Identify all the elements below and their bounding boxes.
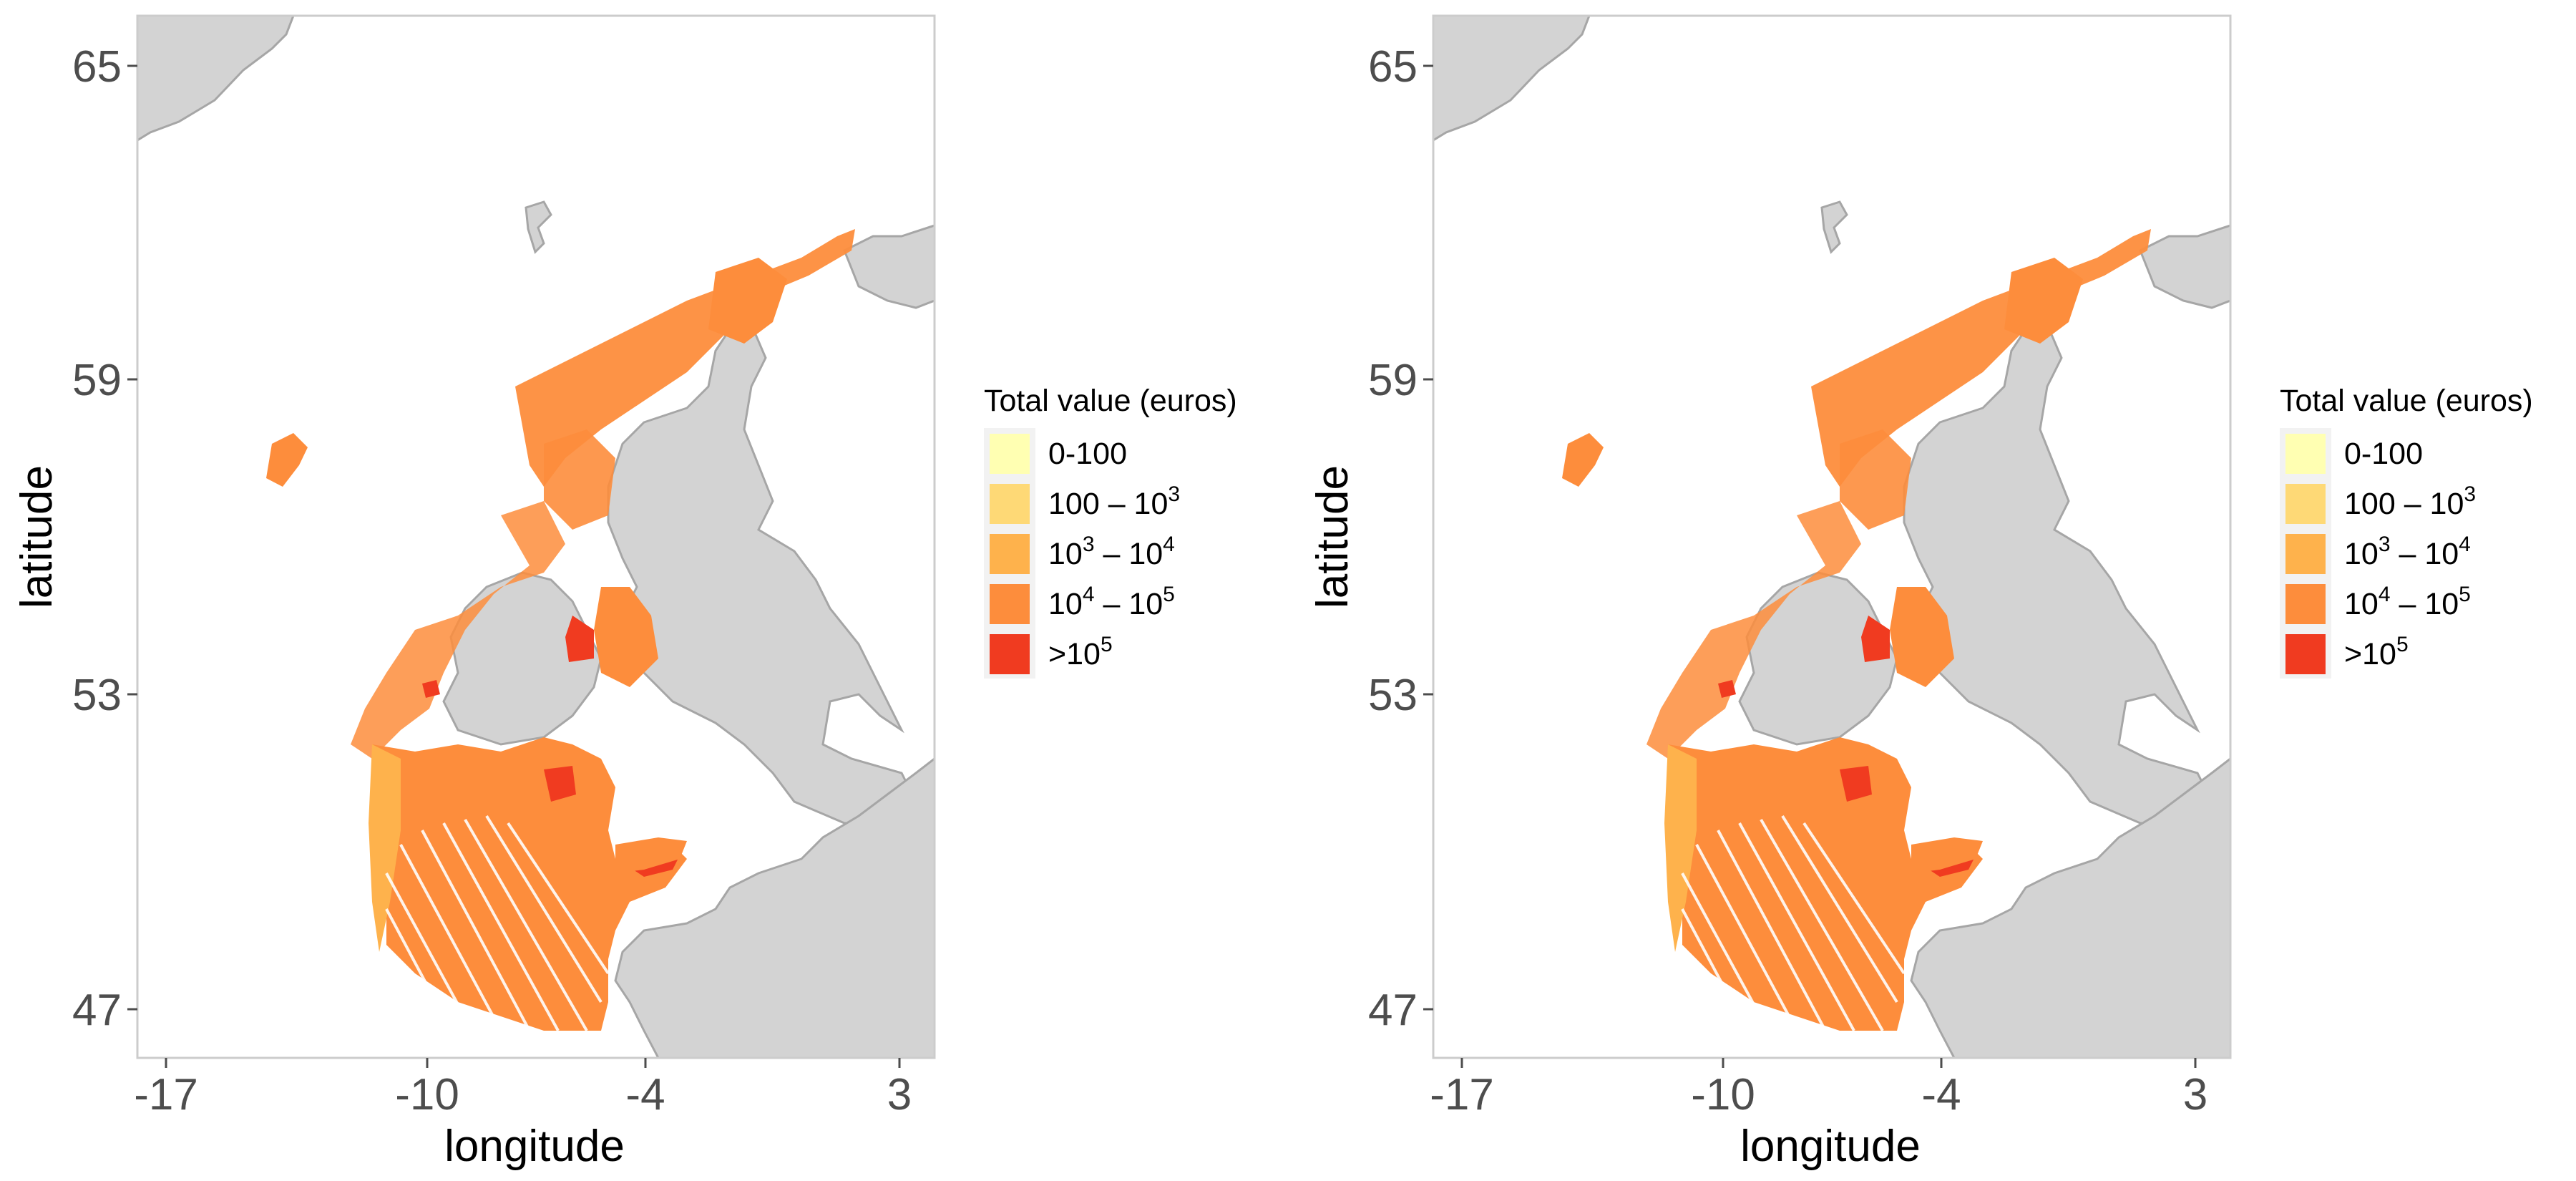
legend-swatch xyxy=(2285,434,2326,474)
y-tick-label: 59 xyxy=(1368,356,1418,405)
panel-border xyxy=(136,14,936,1059)
legend-label: 104 – 105 xyxy=(2344,583,2471,621)
y-tick-label: 47 xyxy=(1368,986,1418,1035)
legend-label: 0-100 xyxy=(1048,437,1127,471)
legend-swatch xyxy=(990,584,1030,624)
legend-label: >105 xyxy=(1048,633,1113,671)
legend-label: 100 – 103 xyxy=(1048,482,1180,521)
legend-swatch xyxy=(990,634,1030,674)
x-axis-right: -17 -10 -4 3 longitude xyxy=(1430,1058,2207,1171)
x-tick-label: -17 xyxy=(1430,1070,1494,1119)
legend-swatch xyxy=(990,534,1030,574)
legend-right: Total value (euros) 0-100 100 – 103 103 – … xyxy=(2280,384,2533,679)
y-tick-label: 53 xyxy=(1368,671,1418,720)
legend-swatch xyxy=(2285,534,2326,574)
y-axis-left: 65 59 53 47 latitude xyxy=(12,42,137,1035)
y-tick-label: 65 xyxy=(72,42,122,92)
panel-border xyxy=(1432,14,2232,1059)
x-axis-title: longitude xyxy=(1740,1122,1921,1171)
legend-title: Total value (euros) xyxy=(2280,384,2533,418)
x-tick-label: -10 xyxy=(1691,1070,1755,1119)
legend-swatch xyxy=(2285,634,2326,674)
legend-label: 0-100 xyxy=(2344,437,2423,471)
y-tick-label: 59 xyxy=(72,356,122,405)
y-axis-right: 65 59 53 47 latitude xyxy=(1308,42,1433,1035)
x-tick-label: 3 xyxy=(2183,1070,2207,1119)
legend-swatch xyxy=(2285,584,2326,624)
legend-label: 100 – 103 xyxy=(2344,482,2476,521)
y-axis-title: latitude xyxy=(1308,465,1357,608)
x-axis-title: longitude xyxy=(444,1122,625,1171)
legend-label: 104 – 105 xyxy=(1048,583,1175,621)
legend-swatch xyxy=(990,434,1030,474)
x-axis-left: -17 -10 -4 3 longitude xyxy=(134,1058,912,1171)
panel-left: 65 59 53 47 latitude -17 -10 -4 3 longit… xyxy=(12,14,1237,1171)
legend-label: 103 – 104 xyxy=(1048,533,1175,571)
legend-title: Total value (euros) xyxy=(984,384,1237,418)
x-tick-label: -17 xyxy=(134,1070,198,1119)
legend-left: Total value (euros) 0-100 100 – 103 103 – … xyxy=(984,384,1237,679)
panel-right: 65 59 53 47 latitude -17 -10 -4 3 longit… xyxy=(1308,14,2533,1171)
x-tick-label: -4 xyxy=(625,1070,665,1119)
x-tick-label: -10 xyxy=(395,1070,459,1119)
legend-label: >105 xyxy=(2344,633,2409,671)
y-tick-label: 53 xyxy=(72,671,122,720)
x-tick-label: 3 xyxy=(887,1070,912,1119)
legend-swatch xyxy=(990,484,1030,524)
y-tick-label: 65 xyxy=(1368,42,1418,92)
y-tick-label: 47 xyxy=(72,986,122,1035)
legend-swatch xyxy=(2285,484,2326,524)
legend-label: 103 – 104 xyxy=(2344,533,2471,571)
x-tick-label: -4 xyxy=(1921,1070,1961,1119)
y-axis-title: latitude xyxy=(12,465,62,608)
